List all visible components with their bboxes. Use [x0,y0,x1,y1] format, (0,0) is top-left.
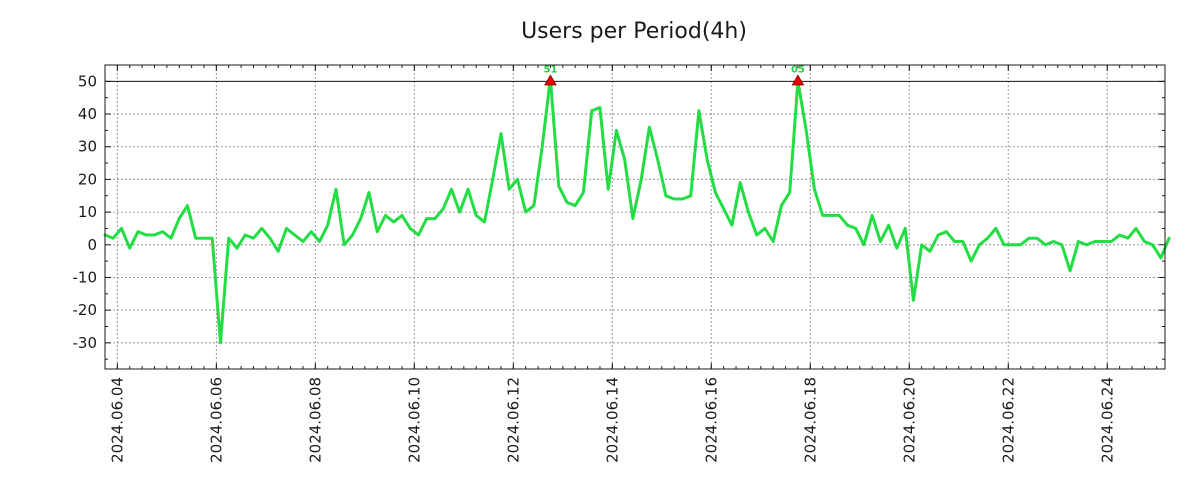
y-tick-label: -20 [73,301,98,319]
x-tick-label: 2024.06.18 [801,377,819,463]
chart-title: Users per Period(4h) [521,19,747,44]
y-tick-label: 0 [87,236,97,254]
peak-markers: 51 05 [543,64,805,86]
x-tick-label: 2024.06.20 [900,377,918,463]
y-tick-label: 20 [78,170,97,188]
x-tick-label: 2024.06.24 [1098,377,1116,463]
series-line [103,76,1171,345]
y-tick-label: 50 [78,72,97,90]
y-tick-label: -30 [73,334,98,352]
y-tick-label: 30 [78,138,97,156]
x-tick-label: 2024.06.14 [603,377,621,463]
peak-marker [791,74,805,86]
x-tick-label: 2024.06.22 [999,377,1017,463]
x-tick-label: 2024.06.16 [702,377,720,463]
y-axis: -30 -20 -10 0 10 20 30 40 50 [73,64,1165,360]
x-tick-label: 2024.06.10 [405,377,423,463]
peak-label: 05 [791,64,805,75]
y-tick-label: 10 [78,203,97,221]
x-tick-label: 2024.06.08 [306,377,324,463]
grid [105,65,1165,369]
x-tick-label: 2024.06.12 [504,377,522,463]
peak-marker [544,74,557,86]
y-tick-label: -10 [73,268,98,286]
x-tick-label: 2024.06.06 [207,377,225,463]
series-group [103,76,1171,345]
peak-label: 51 [543,64,557,75]
plot-frame [104,64,1166,370]
y-tick-label: 40 [78,105,97,123]
x-axis: 2024.06.04 2024.06.06 2024.06.08 2024.06.10… [108,65,1158,463]
x-tick-label: 2024.06.04 [108,377,126,463]
